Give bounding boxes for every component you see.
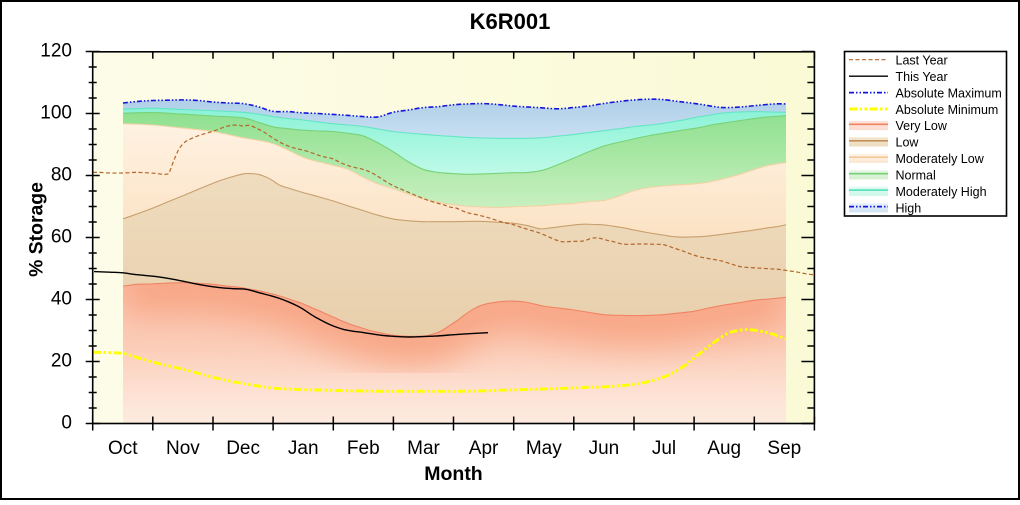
svg-text:Very Low: Very Low <box>896 119 948 133</box>
svg-text:60: 60 <box>51 227 72 248</box>
svg-text:80: 80 <box>51 165 72 186</box>
svg-text:Last Year: Last Year <box>896 53 948 67</box>
svg-text:This Year: This Year <box>896 70 948 84</box>
svg-text:Jun: Jun <box>589 438 620 459</box>
svg-text:40: 40 <box>51 289 72 310</box>
svg-text:Feb: Feb <box>347 438 380 459</box>
svg-text:May: May <box>526 438 562 459</box>
svg-text:Mar: Mar <box>407 438 440 459</box>
svg-text:Aug: Aug <box>707 438 741 459</box>
svg-text:100: 100 <box>40 103 72 124</box>
svg-text:Nov: Nov <box>166 438 200 459</box>
svg-text:Absolute Minimum: Absolute Minimum <box>896 103 999 117</box>
svg-text:120: 120 <box>40 41 72 62</box>
svg-text:Moderately Low: Moderately Low <box>896 152 985 166</box>
svg-text:20: 20 <box>51 351 72 372</box>
svg-text:0: 0 <box>61 413 72 434</box>
svg-text:Month: Month <box>424 463 482 485</box>
svg-text:Oct: Oct <box>108 438 138 459</box>
svg-text:Low: Low <box>896 136 920 150</box>
svg-text:K6R001: K6R001 <box>470 9 551 34</box>
svg-text:Dec: Dec <box>226 438 260 459</box>
svg-text:Jan: Jan <box>288 438 319 459</box>
svg-text:Jul: Jul <box>652 438 676 459</box>
svg-text:Normal: Normal <box>896 169 936 183</box>
svg-text:% Storage: % Storage <box>26 182 48 277</box>
svg-text:Sep: Sep <box>767 438 801 459</box>
svg-text:Moderately High: Moderately High <box>896 185 987 199</box>
svg-text:Apr: Apr <box>469 438 499 459</box>
svg-text:High: High <box>896 201 922 215</box>
svg-text:Absolute Maximum: Absolute Maximum <box>896 86 1002 100</box>
